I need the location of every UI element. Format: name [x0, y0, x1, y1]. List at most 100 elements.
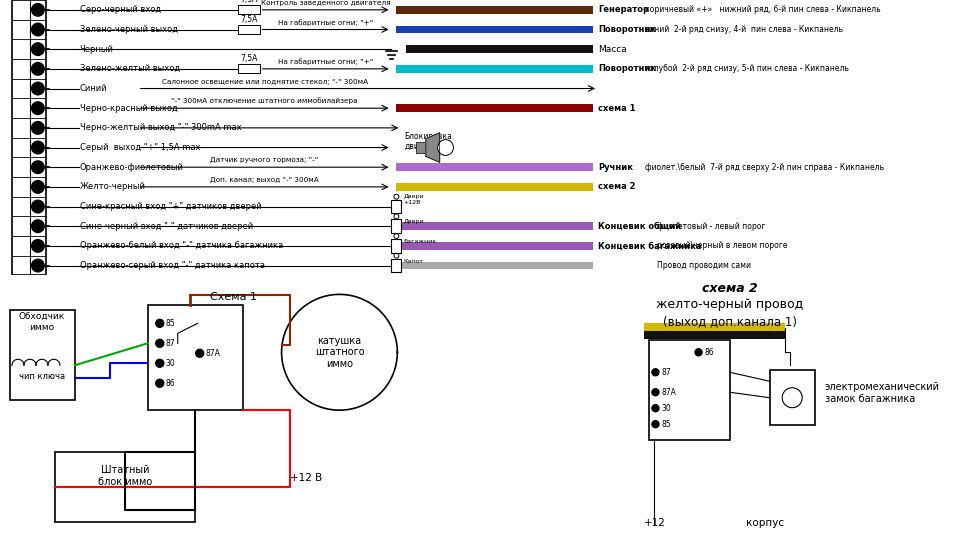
Text: "-" 300мА отключение штатного иммобилайзера: "-" 300мА отключение штатного иммобилайз… [171, 97, 358, 104]
Circle shape [32, 82, 44, 95]
Text: Датчик ручного тормоза; "-": Датчик ручного тормоза; "-" [210, 157, 319, 163]
Circle shape [652, 421, 659, 428]
Bar [396, 65, 593, 72]
Circle shape [782, 388, 803, 408]
Text: 87A: 87A [661, 388, 677, 397]
Text: Штатный
блок иммо: Штатный блок иммо [98, 465, 152, 487]
Circle shape [32, 180, 44, 193]
Text: 85: 85 [166, 319, 176, 328]
Text: На габаритные огни; "+": На габаритные огни; "+" [278, 19, 373, 25]
Text: Оранжево-белый вход "-" датчика багажника: Оранжево-белый вход "-" датчика багажник… [80, 241, 283, 251]
Text: Сине-красный вход "+" датчиков дверей: Сине-красный вход "+" датчиков дверей [80, 202, 261, 211]
Text: +12: +12 [643, 518, 665, 528]
Circle shape [32, 141, 44, 154]
Text: Масса: Масса [598, 45, 627, 53]
Circle shape [32, 122, 44, 134]
Circle shape [32, 259, 44, 272]
Bar [770, 370, 815, 425]
Text: корпус: корпус [746, 518, 783, 528]
Bar [644, 332, 784, 339]
Text: Черный: Черный [80, 45, 113, 53]
Bar [392, 259, 401, 273]
Text: 85: 85 [661, 420, 671, 429]
Text: Провод проводим сами: Провод проводим сами [657, 261, 751, 270]
Bar [12, 0, 46, 275]
Circle shape [32, 63, 44, 75]
Text: схема 2: схема 2 [598, 183, 636, 191]
Circle shape [32, 4, 44, 16]
Text: Блокировка
двигателя: Блокировка двигателя [404, 132, 452, 151]
Text: схема 1: схема 1 [598, 104, 636, 113]
Text: синий  2-й ряд снизу, 4-й  пин слева - Кикпанель: синий 2-й ряд снизу, 4-й пин слева - Кик… [645, 25, 843, 34]
Circle shape [652, 369, 659, 376]
Text: Концевик багажника: Концевик багажника [598, 241, 702, 251]
Bar [396, 164, 593, 171]
Circle shape [695, 349, 702, 356]
Text: Желто-черный: Желто-черный [80, 183, 146, 191]
Circle shape [32, 43, 44, 56]
Text: фиолет.\белый  7-й ряд сверху 2-й пин справа - Кикпанель: фиолет.\белый 7-й ряд сверху 2-й пин спр… [645, 163, 884, 172]
Bar [396, 242, 593, 249]
Bar [148, 305, 243, 410]
Text: Серый  выход "+" 1,5А max: Серый выход "+" 1,5А max [80, 143, 201, 152]
Circle shape [438, 140, 453, 156]
Circle shape [652, 404, 659, 411]
Text: Капот: Капот [403, 259, 423, 264]
Text: На габаритные огни; "+": На габаритные огни; "+" [278, 58, 373, 65]
Text: 7,5А: 7,5А [240, 0, 257, 4]
Bar [238, 5, 260, 14]
Circle shape [156, 359, 164, 367]
Text: катушка
штатного
иммо: катушка штатного иммо [315, 336, 364, 369]
Bar [10, 310, 75, 400]
Text: чип ключа: чип ключа [19, 372, 65, 381]
Text: 86: 86 [705, 348, 714, 357]
Text: Схема 1: Схема 1 [209, 292, 256, 302]
Text: коричневый «+»   нижний ряд, 6-й пин слева - Кикпанель: коричневый «+» нижний ряд, 6-й пин слева… [645, 5, 881, 15]
Bar [396, 26, 593, 33]
Bar [650, 340, 730, 440]
Bar [392, 239, 401, 253]
Bar [396, 183, 593, 191]
Bar [396, 262, 593, 269]
Text: Серо-черный вход: Серо-черный вход [80, 5, 161, 15]
Text: Багажник: Багажник [403, 239, 437, 244]
Text: 87: 87 [661, 368, 671, 377]
Bar [396, 104, 593, 112]
Circle shape [32, 240, 44, 252]
Circle shape [32, 200, 44, 213]
Circle shape [32, 161, 44, 173]
Circle shape [156, 339, 164, 347]
Text: +12 В: +12 В [290, 473, 322, 483]
Text: Зелено-черный выход: Зелено-черный выход [80, 25, 178, 34]
Bar [396, 222, 593, 230]
Text: Поворотник: Поворотник [598, 64, 656, 73]
Text: 30: 30 [166, 359, 176, 368]
Text: Зелено-желтый выход: Зелено-желтый выход [80, 64, 180, 73]
Text: Черно-желтый выход "-" 300mA max: Черно-желтый выход "-" 300mA max [80, 123, 241, 132]
Text: электромеханический
замок багажника: электромеханический замок багажника [825, 382, 940, 404]
Text: 30: 30 [661, 404, 671, 413]
Bar [392, 219, 401, 233]
Text: схема 2: схема 2 [702, 282, 757, 295]
Bar [238, 25, 260, 34]
Text: Ручник: Ручник [598, 163, 633, 172]
Circle shape [156, 319, 164, 327]
Text: фиолетовый - левый порог: фиолетовый - левый порог [657, 222, 765, 231]
Text: 87A: 87A [205, 349, 221, 358]
Text: (выход доп.канала 1): (выход доп.канала 1) [662, 315, 797, 328]
Text: Оранжево-серый вход "-" датчика капота: Оранжево-серый вход "-" датчика капота [80, 261, 265, 270]
Text: Обходчик
иммо: Обходчик иммо [19, 312, 65, 332]
Text: Контроль заведенного двигателя: Контроль заведенного двигателя [261, 0, 391, 6]
Polygon shape [426, 133, 440, 163]
Text: Генератор: Генератор [598, 5, 649, 15]
Bar [238, 64, 260, 73]
Text: розовый\черный в левом пороге: розовый\черный в левом пороге [657, 241, 787, 251]
Text: Сине-черный вход "-" датчиков дверей: Сине-черный вход "-" датчиков дверей [80, 222, 252, 231]
Text: 7,5А: 7,5А [240, 55, 257, 63]
Text: Салонное освещение или поднятие стекол; "-" 300мА: Салонное освещение или поднятие стекол; … [161, 79, 368, 85]
Text: голубой  2-й ряд снизу, 5-й пин слева - Кикпанель: голубой 2-й ряд снизу, 5-й пин слева - К… [645, 64, 849, 73]
Bar [55, 452, 195, 522]
Text: 86: 86 [166, 379, 176, 388]
Text: Синий: Синий [80, 84, 108, 93]
Text: Двери: Двери [403, 219, 424, 224]
